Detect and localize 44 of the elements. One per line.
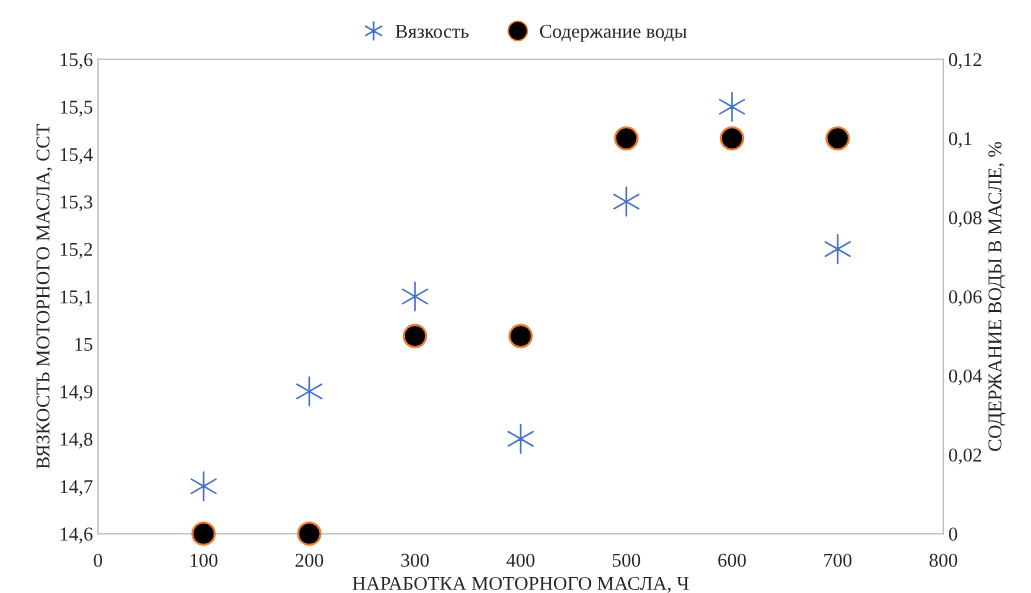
y-tick-label: 15,3 [60, 195, 93, 212]
x-tick-label: 0 [93, 553, 103, 567]
y-axis-title: ВЯЗКОСТЬ МОТОРНОГО МАСЛА, ССТ [36, 124, 53, 469]
y2-axis-title: СОДЕРЖАНИЕ ВОДЫ В МАСЛЕ, % [988, 141, 1006, 451]
y-tick-label: 14,9 [60, 385, 93, 402]
y-tick-label: 15,6 [60, 53, 93, 70]
y2-tick-label: 0,02 [948, 448, 982, 465]
y-tick-label: 14,6 [60, 527, 93, 544]
y-tick-label: 14,8 [60, 432, 93, 449]
point [613, 186, 640, 217]
y-tick-label: 14,7 [60, 480, 93, 496]
x-tick-label: 700 [824, 553, 852, 567]
y-tick-label: 15,2 [60, 242, 93, 259]
point [825, 126, 850, 151]
y2-tick-label: 0,04 [948, 369, 982, 386]
point [718, 91, 746, 122]
legend-label: Содержание воды [540, 24, 687, 42]
y2-tick-label: 0,1 [948, 132, 972, 149]
point [401, 281, 429, 312]
x-tick-label: 800 [929, 553, 958, 567]
x-tick-label: 300 [401, 553, 429, 567]
x-axis-title: НАРАБОТКА МОТОРНОГО МАСЛА, Ч [352, 576, 689, 593]
x-tick-label: 200 [295, 553, 324, 567]
y-tick-label: 15 [75, 337, 93, 351]
y-tick-label: 15,5 [60, 100, 93, 117]
x-tick-label: 500 [612, 553, 641, 567]
y-tick-label: 15,1 [60, 290, 92, 307]
point [824, 233, 851, 265]
y2-tick-label: 0 [948, 527, 958, 541]
x-tick-label: 600 [718, 553, 746, 567]
point [297, 521, 322, 546]
legend-label: Вязкость [395, 24, 469, 38]
y2-tick-label: 0,08 [948, 211, 982, 228]
y2-tick-label: 0,12 [948, 53, 982, 70]
x-tick-label: 400 [506, 553, 535, 567]
point [191, 521, 216, 546]
point [402, 323, 428, 349]
point [296, 376, 323, 407]
point [508, 323, 533, 349]
point [719, 126, 745, 151]
y-tick-label: 15,4 [60, 148, 93, 164]
x-tick-label: 100 [190, 553, 218, 567]
point [614, 126, 639, 151]
y2-tick-label: 0,06 [948, 290, 982, 307]
